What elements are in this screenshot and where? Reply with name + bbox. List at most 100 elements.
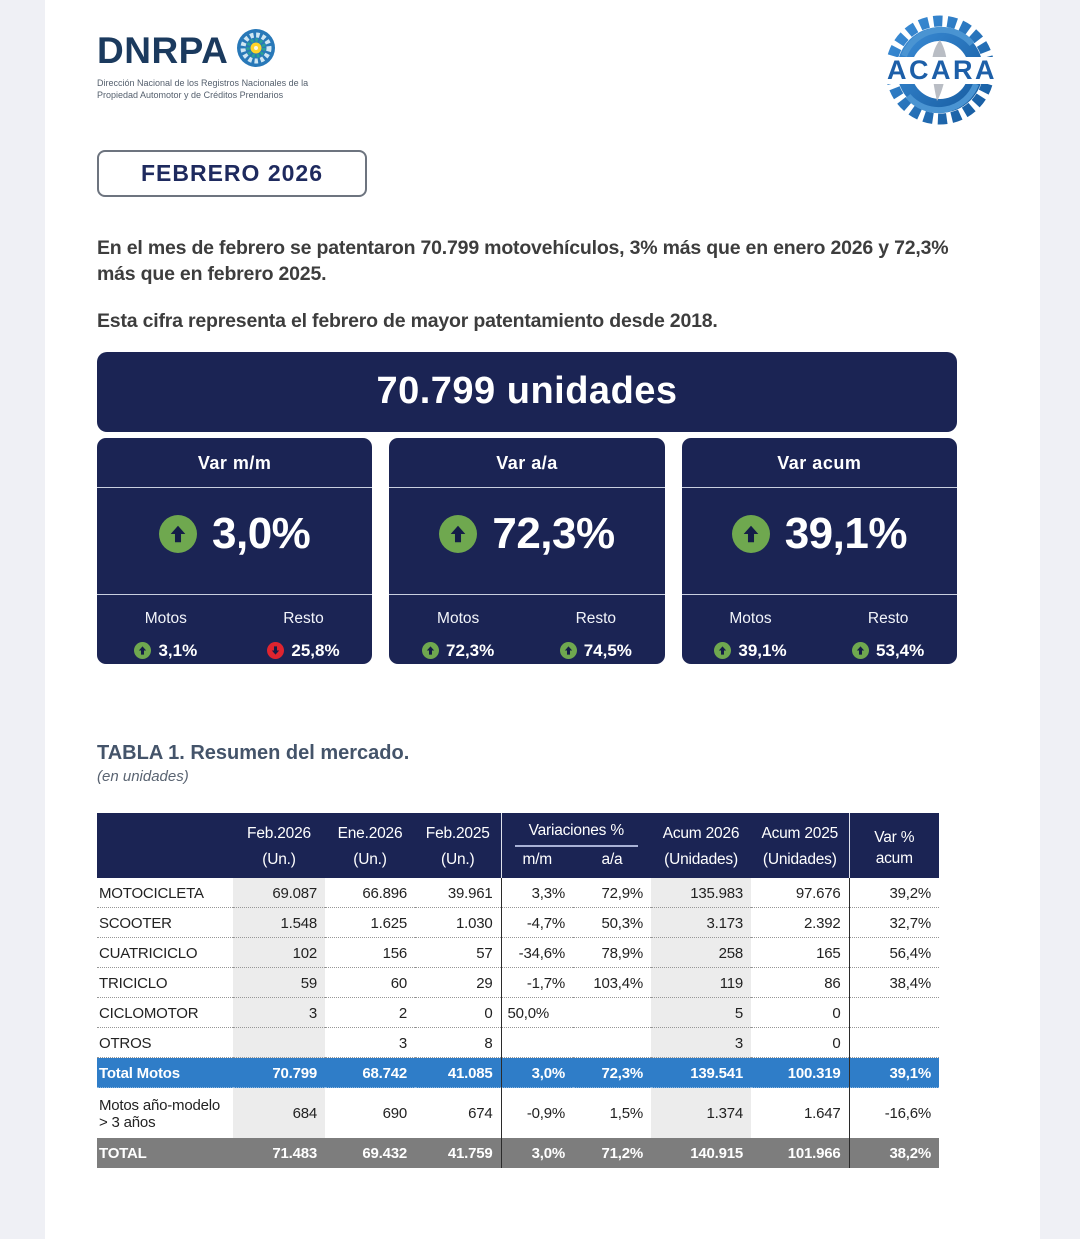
column-group-label: Variaciones % [528,821,625,839]
dnrpa-wordmark: DNRPA [97,29,229,71]
sub-label: Resto [283,609,324,627]
value-cell: 5 [651,997,752,1029]
intro-paragraph-2: Esta cifra representa el febrero de mayo… [97,309,718,332]
row-label-cell: SCOOTER [97,907,233,939]
sub-label: Resto [867,609,909,627]
column-group-variaciones: Variaciones % [500,812,652,849]
value-cell: 56,4% [848,937,940,969]
value-cell: 258 [651,937,752,969]
trend-arrow-icon [267,642,285,660]
table-title: TABLA 1. Resumen del mercado. [97,741,410,764]
column-header-feb2026: Feb.2026 [233,812,325,849]
intro-paragraph-1: En el mes de febrero se patentaron 70.79… [97,237,949,286]
kpi-value: 72,3% [492,509,615,559]
sub-value-text: 53,4% [876,640,925,660]
dnrpa-gear-icon [236,28,276,73]
value-cell: 71,2% [573,1137,652,1168]
value-cell: 70.799 [233,1057,325,1089]
value-cell: 71.483 [233,1137,325,1168]
value-cell: 69.432 [325,1137,415,1168]
value-cell: -16,6% [848,1087,940,1138]
value-cell: 674 [468,1105,493,1123]
units-banner-text: 70.799 unidades [376,370,678,413]
trend-arrow-icon [852,642,870,660]
row-label-cell: CUATRICICLO [97,937,233,969]
dnrpa-logo: DNRPA Dirección Nacional de los Registro… [97,28,347,101]
table-row: TOTAL 71.483 69.432 41.759 3,0% 71,2% 140.915 1… [97,1137,940,1168]
acara-band: ACARA [874,55,1010,85]
value-cell: 41.759 [415,1137,501,1168]
kpi-value: 3,0% [212,509,311,559]
divider [97,486,373,488]
value-cell [233,1027,325,1059]
value-cell: 690 [382,1105,408,1123]
value-cell: 2 [325,997,415,1029]
value-cell: 39,1% [848,1057,940,1089]
kpi-card-var-acum: Var acum 39,1% Motos [681,437,957,664]
value-cell: 1.625 [325,907,415,939]
sub-value-text: 74,5% [583,640,632,660]
value-cell: 50,0% [500,997,573,1029]
value-cell: 135.983 [651,877,752,909]
value-cell: 3 [233,997,325,1029]
kpi-cards: Var m/m 3,0% Motos [97,437,957,664]
summary-table: Feb.2026 Ene.2026 Feb.2025 Variaciones %… [97,812,940,1168]
value-cell: 41.085 [415,1057,501,1089]
value-cell: -0,9% [500,1087,573,1138]
value-cell: 57 [415,937,501,969]
value-cell: 3 [651,1027,752,1059]
sub-value-text: 72,3% [446,640,495,660]
acara-tire-icon [874,15,1010,130]
kpi-sub-motos: Motos 72,3% [389,595,527,661]
row-label-cell: Motos año-modelo > 3 años [99,1096,221,1131]
corner-header-cell [97,812,233,878]
sub-label: Resto [575,609,617,627]
table-row: Motos año-modelo > 3 años 684 690 674 -0,9% 1… [97,1087,940,1138]
column-header-aa: a/a [573,848,652,878]
kpi-card-var-aa: Var a/a 72,3% Motos [389,437,665,664]
units-banner: 70.799 unidades [97,351,957,432]
report-page: DNRPA Dirección Nacional de los Registro… [45,0,1040,1239]
unit-header: (Unidades) [651,848,752,878]
value-cell: 1.030 [415,907,501,939]
kpi-card-title: Var acum [777,452,862,473]
trend-arrow-icon [159,515,198,554]
value-cell: 97.676 [751,877,850,909]
trend-arrow-icon [714,642,732,660]
unit-header: (Un.) [325,848,415,878]
table-header: Feb.2026 Ene.2026 Feb.2025 Variaciones %… [97,812,940,878]
value-cell [848,1027,940,1059]
column-header-line: acum [875,849,913,867]
trend-arrow-icon [439,515,478,554]
trend-arrow-icon [559,642,577,660]
column-header-acum2025: Acum 2025 [751,812,850,849]
value-cell: 59 [233,967,325,999]
acara-wordmark: ACARA [887,55,997,85]
value-cell: 39,2% [848,877,940,909]
row-label-cell: TOTAL [97,1137,233,1168]
value-cell: 3.173 [651,907,752,939]
group-underline [514,844,638,847]
value-cell: 1,5% [609,1105,644,1123]
value-cell: 50,3% [573,907,652,939]
column-header-ene2026: Ene.2026 [325,812,415,849]
divider [681,593,957,595]
column-header-line: Var % [874,829,915,847]
table-row: OTROS 3 8 3 0 [97,1027,940,1059]
value-cell: 32,7% [848,907,940,939]
value-cell: 3,0% [500,1137,573,1168]
sub-value-text: 3,1% [158,640,198,660]
value-cell: 8 [415,1027,501,1059]
table-row: TRICICLO 59 60 29 -1,7% 103,4% 119 86 38,4% [97,967,940,999]
value-cell: 72,3% [573,1057,652,1089]
kpi-card-title: Var a/a [496,452,558,473]
unit-header: (Un.) [415,848,501,878]
value-cell: 3,0% [500,1057,573,1089]
divider [681,486,957,488]
sub-value-text: 25,8% [291,640,340,660]
row-label-cell: Total Motos [97,1057,233,1089]
value-cell: 69.087 [233,877,325,909]
table-row: Total Motos 70.799 68.742 41.085 3,0% 72,3% 13… [97,1057,940,1089]
period-badge: FEBRERO 2026 [97,150,367,197]
